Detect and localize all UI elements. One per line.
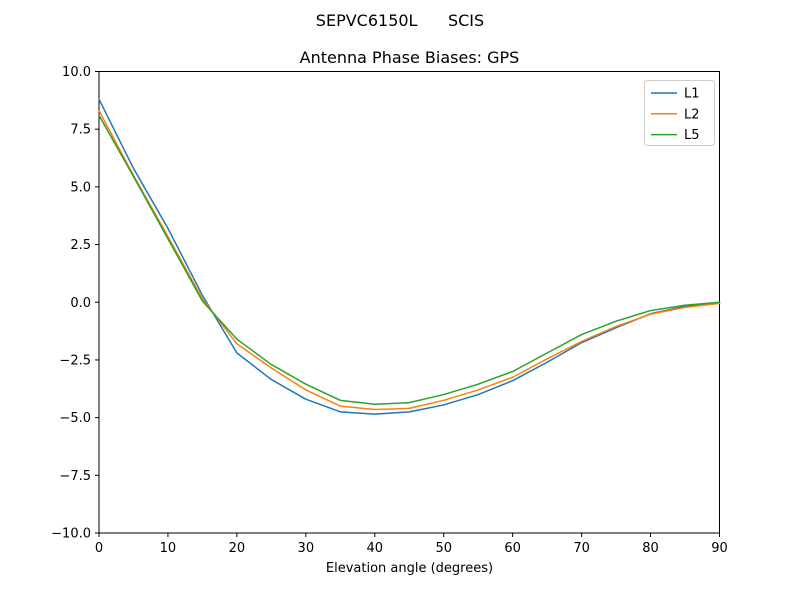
- x-tick-label: 50: [435, 541, 452, 556]
- y-tick-label: −2.5: [59, 353, 91, 368]
- y-axis-ticks: 10.0 7.5 5.0 2.5 0.0 −2.5 −5.0 −7.5 −10.0: [51, 65, 99, 542]
- x-tick-label: 0: [95, 541, 103, 556]
- series-line-L5: [98, 114, 721, 405]
- x-tick-label: 20: [229, 541, 246, 556]
- y-tick-label: −10.0: [51, 527, 91, 542]
- series-line-L2: [98, 109, 721, 411]
- y-tick-label: −7.5: [59, 469, 91, 484]
- y-tick-label: −5.0: [59, 411, 91, 426]
- x-axis-label: Elevation angle (degrees): [325, 561, 494, 576]
- x-tick-label: 80: [642, 541, 659, 556]
- x-tick-label: 40: [367, 541, 384, 556]
- x-tick-label: 30: [298, 541, 315, 556]
- x-tick-label: 90: [711, 541, 728, 556]
- legend: L1 L2 L5: [644, 80, 715, 146]
- legend-label-L5: L5: [684, 128, 700, 143]
- x-tick-label: 60: [504, 541, 521, 556]
- y-tick-label: 10.0: [62, 65, 91, 80]
- legend-label-L1: L1: [684, 87, 700, 102]
- y-tick-label: 5.0: [70, 180, 91, 195]
- figure-suptitle: SEPVC6150L SCIS: [315, 11, 485, 30]
- y-tick-label: 2.5: [70, 238, 91, 253]
- axes-title: Antenna Phase Biases: GPS: [299, 48, 520, 67]
- y-tick-label: 0.0: [70, 296, 91, 311]
- legend-label-L2: L2: [684, 107, 700, 122]
- axes-frame: [98, 71, 720, 534]
- y-tick-label: 7.5: [70, 123, 91, 138]
- x-axis-ticks: 0 10 20 30 40 50 60 70 80 90: [95, 533, 728, 556]
- x-tick-label: 10: [160, 541, 177, 556]
- legend-box: [644, 80, 715, 146]
- series-line-L1: [98, 98, 721, 415]
- x-tick-label: 70: [573, 541, 590, 556]
